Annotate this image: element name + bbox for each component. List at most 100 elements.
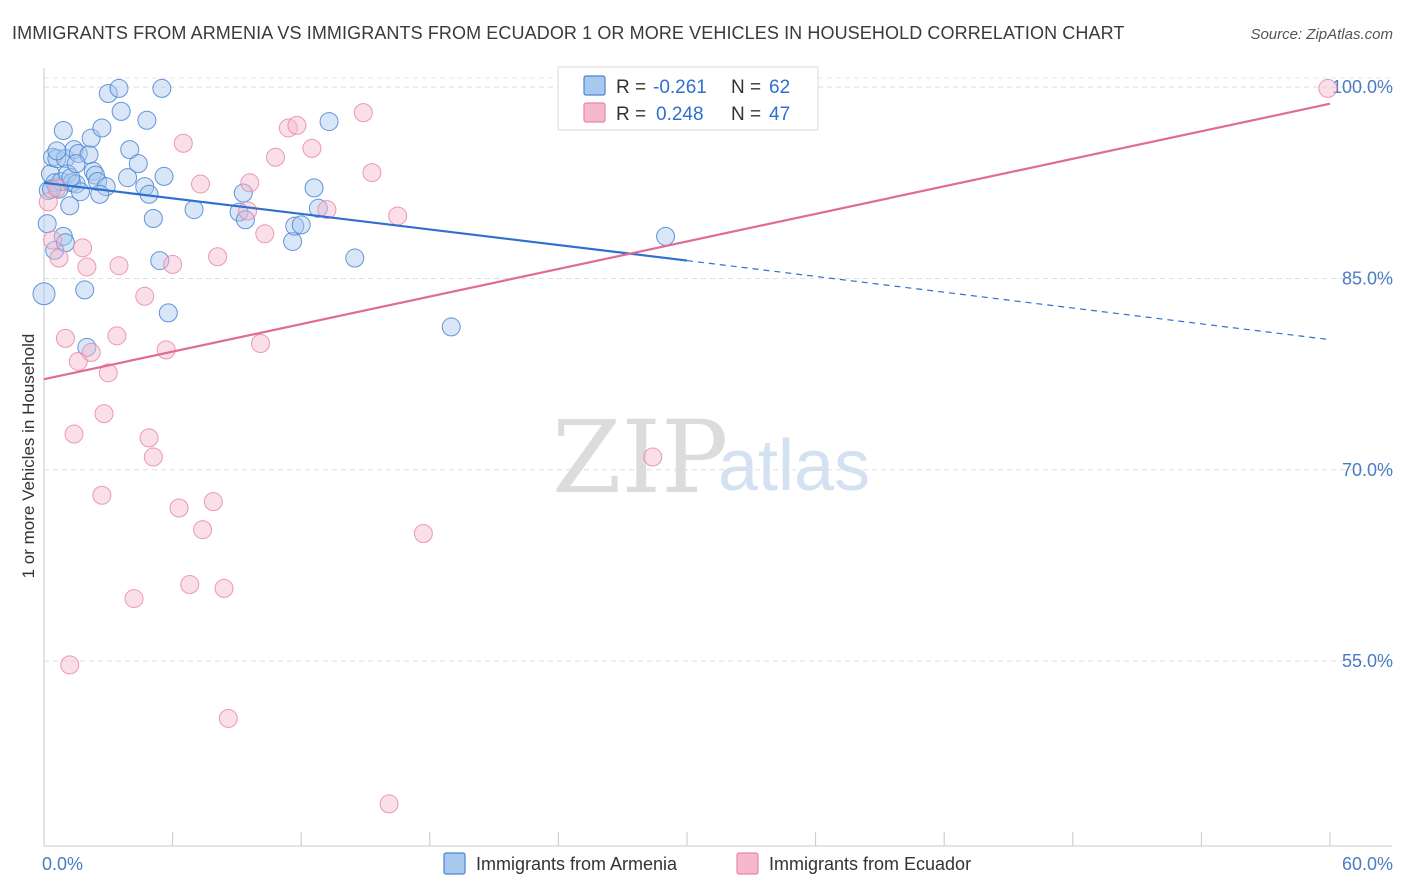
point-ecuador-39 <box>317 200 337 220</box>
point-ecuador-46 <box>1318 78 1338 98</box>
point-armenia-38 <box>233 183 253 203</box>
point-ecuador-28 <box>208 247 228 267</box>
chart-title: IMMIGRANTS FROM ARMENIA VS IMMIGRANTS FR… <box>12 23 1124 43</box>
point-ecuador-13 <box>98 363 118 383</box>
point-armenia-55 <box>75 280 95 300</box>
point-armenia-32 <box>150 251 170 271</box>
point-ecuador-42 <box>379 794 399 814</box>
bottom-legend-swatch-armenia <box>443 852 466 875</box>
point-armenia-42 <box>291 215 311 235</box>
legend-armenia-r-value: -0.261 <box>653 77 707 98</box>
point-armenia-48 <box>656 226 676 246</box>
point-armenia-61 <box>66 154 86 174</box>
point-ecuador-20 <box>156 340 176 360</box>
watermark: ZIP atlas <box>552 399 870 516</box>
point-armenia-10 <box>60 196 80 216</box>
point-ecuador-3 <box>49 248 69 268</box>
point-ecuador-23 <box>173 133 193 153</box>
point-armenia-36 <box>184 200 204 220</box>
point-armenia-43 <box>304 178 324 198</box>
point-armenia-24 <box>109 78 129 98</box>
point-ecuador-5 <box>60 655 80 675</box>
trendline-armenia-extrapolated <box>686 259 1331 341</box>
series-armenia-points <box>32 78 676 357</box>
x-tick-labels: 0.0% 60.0% <box>42 854 1393 874</box>
point-ecuador-37 <box>287 115 307 135</box>
point-ecuador-10 <box>81 342 101 362</box>
point-ecuador-9 <box>77 257 97 277</box>
point-ecuador-44 <box>413 524 433 544</box>
point-armenia-33 <box>152 78 172 98</box>
point-ecuador-4 <box>55 328 75 348</box>
point-armenia-29 <box>137 110 157 130</box>
legend-armenia-n-label: N = <box>731 77 761 98</box>
legend-armenia-r-label: R = <box>616 77 646 98</box>
point-ecuador-34 <box>255 224 275 244</box>
point-ecuador-38 <box>302 138 322 158</box>
bottom-legend-swatch-ecuador <box>736 852 759 875</box>
point-ecuador-16 <box>124 589 144 609</box>
point-ecuador-45 <box>643 447 663 467</box>
watermark-zip: ZIP <box>552 399 728 516</box>
point-ecuador-17 <box>135 286 155 306</box>
legend-ecuador-n-label: N = <box>731 104 761 125</box>
point-ecuador-0 <box>38 192 58 212</box>
legend-swatch-ecuador <box>583 102 606 123</box>
point-armenia-56 <box>47 141 67 161</box>
stats-legend: R = -0.261 N = 62 R = 0.248 N = 47 <box>557 66 819 131</box>
gridlines <box>44 77 1392 662</box>
point-ecuador-24 <box>180 575 200 595</box>
point-ecuador-12 <box>94 404 114 424</box>
y-tick-label-2: 85.0% <box>1342 268 1393 288</box>
point-armenia-27 <box>128 154 148 174</box>
point-armenia-35 <box>158 303 178 323</box>
point-ecuador-21 <box>163 254 183 274</box>
y-tick-label-0: 55.0% <box>1342 651 1393 671</box>
point-armenia-17 <box>81 128 101 148</box>
point-ecuador-30 <box>218 708 238 728</box>
point-ecuador-27 <box>203 492 223 512</box>
point-armenia-45 <box>319 112 339 132</box>
trendline-armenia <box>43 181 688 262</box>
point-ecuador-6 <box>64 424 84 444</box>
point-ecuador-40 <box>353 103 373 123</box>
point-ecuador-32 <box>240 173 260 193</box>
point-ecuador-8 <box>73 238 93 258</box>
point-ecuador-14 <box>107 326 127 346</box>
point-armenia-41 <box>285 216 305 236</box>
point-ecuador-19 <box>143 447 163 467</box>
point-armenia-26 <box>120 140 140 160</box>
point-ecuador-11 <box>92 485 112 505</box>
point-ecuador-29 <box>214 578 234 598</box>
point-armenia-7 <box>53 120 73 140</box>
point-armenia-21 <box>92 118 112 138</box>
point-ecuador-25 <box>190 174 210 194</box>
point-armenia-34 <box>154 166 174 186</box>
series-ecuador-points <box>38 78 1338 814</box>
point-ecuador-2 <box>47 178 67 198</box>
legend-swatch-armenia <box>583 75 606 96</box>
point-armenia-54 <box>32 282 56 306</box>
legend-armenia-n-value: 62 <box>769 77 790 98</box>
point-ecuador-22 <box>169 498 189 518</box>
y-tick-labels: 55.0% 70.0% 85.0% 100.0% <box>1332 77 1393 671</box>
point-armenia-49 <box>37 214 57 234</box>
chart-source: Source: ZipAtlas.com <box>1250 26 1393 43</box>
bottom-legend-armenia-label: Immigrants from Armenia <box>476 854 678 874</box>
point-armenia-47 <box>441 317 461 337</box>
bottom-legend-ecuador-label: Immigrants from Ecuador <box>769 854 971 874</box>
series-legend: Immigrants from Armenia Immigrants from … <box>443 852 971 875</box>
point-ecuador-35 <box>265 147 285 167</box>
point-ecuador-26 <box>193 520 213 540</box>
x-tick-label-max: 60.0% <box>1342 854 1393 874</box>
trendlines <box>43 102 1331 381</box>
point-ecuador-43 <box>388 206 408 226</box>
point-ecuador-1 <box>43 230 63 250</box>
point-armenia-25 <box>111 101 131 121</box>
y-tick-label-1: 70.0% <box>1342 460 1393 480</box>
point-armenia-46 <box>345 248 365 268</box>
y-axis-label: 1 or more Vehicles in Household <box>19 334 38 579</box>
point-ecuador-33 <box>250 333 270 353</box>
point-armenia-23 <box>98 84 118 104</box>
